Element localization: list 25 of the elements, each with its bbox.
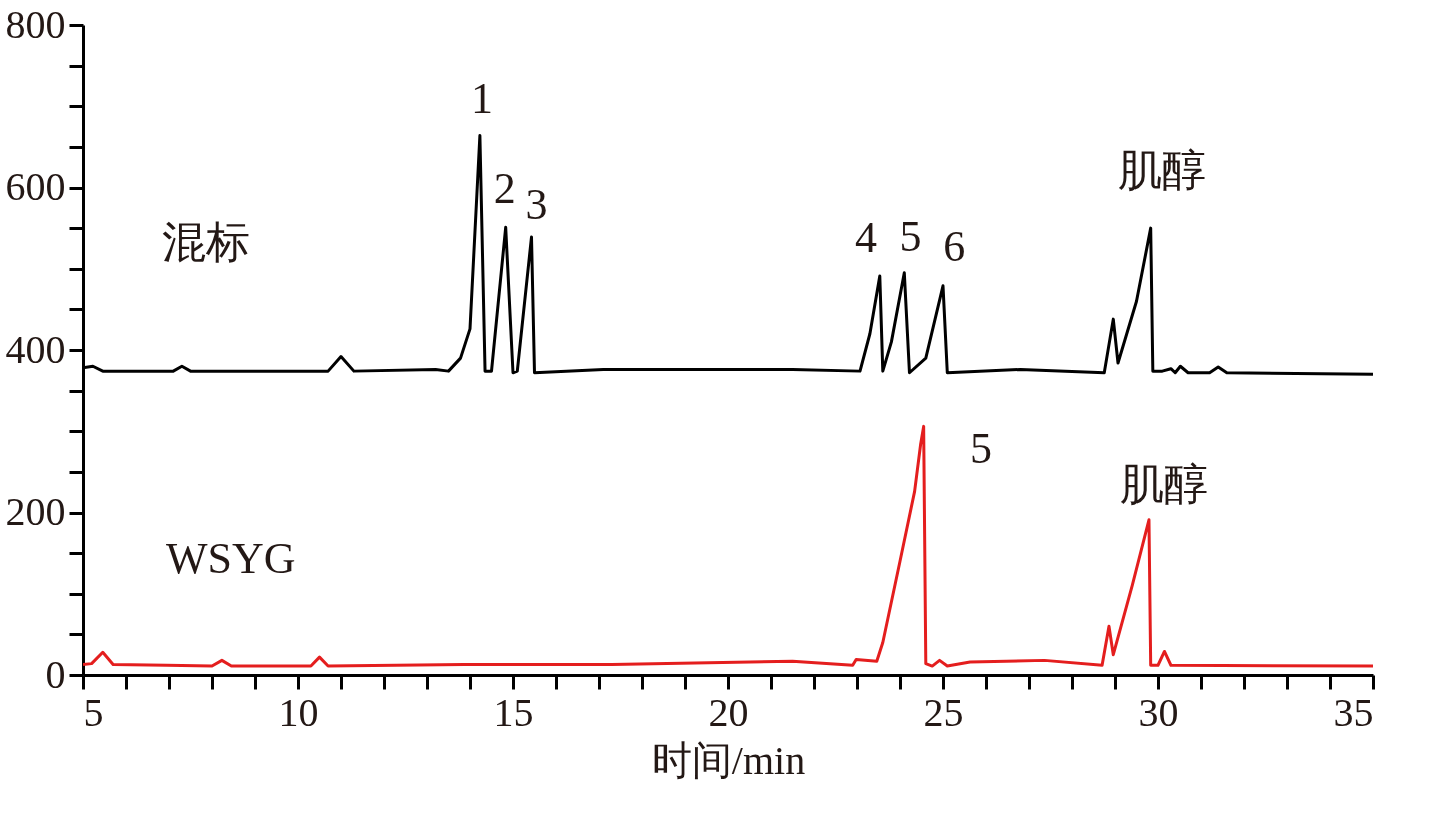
y-tick-label: 0 — [45, 651, 66, 697]
annotation: 肌醇 — [1117, 146, 1206, 196]
x-tick-label: 10 — [278, 689, 319, 735]
annotation: 3 — [525, 180, 548, 230]
y-tick-label: 600 — [5, 164, 66, 209]
x-tick-label: 30 — [1138, 689, 1179, 735]
annotation: 2 — [493, 163, 516, 213]
x-tick-label: 15 — [493, 689, 534, 735]
line-series — [83, 424, 1373, 668]
y-tick-label: 400 — [5, 326, 66, 372]
annotation: 5 — [899, 211, 922, 261]
annotation: 4 — [854, 212, 877, 262]
x-tick-label: 5 — [83, 689, 104, 735]
series-label: WSYG — [166, 534, 296, 584]
annotation: 5 — [970, 423, 993, 473]
annotation: 1 — [470, 74, 493, 124]
text: 混标 — [162, 217, 251, 267]
x-tick-label: 35 — [1333, 689, 1374, 735]
x-axis-title: 时间/min — [651, 737, 806, 783]
annotation: 6 — [943, 221, 966, 271]
y-tick-label: 200 — [5, 489, 66, 534]
x-tick-label: 25 — [923, 689, 964, 735]
annotation: 肌醇 — [1119, 459, 1208, 509]
x-tick-label: 20 — [708, 689, 749, 735]
y-tick-label: 800 — [5, 1, 66, 47]
